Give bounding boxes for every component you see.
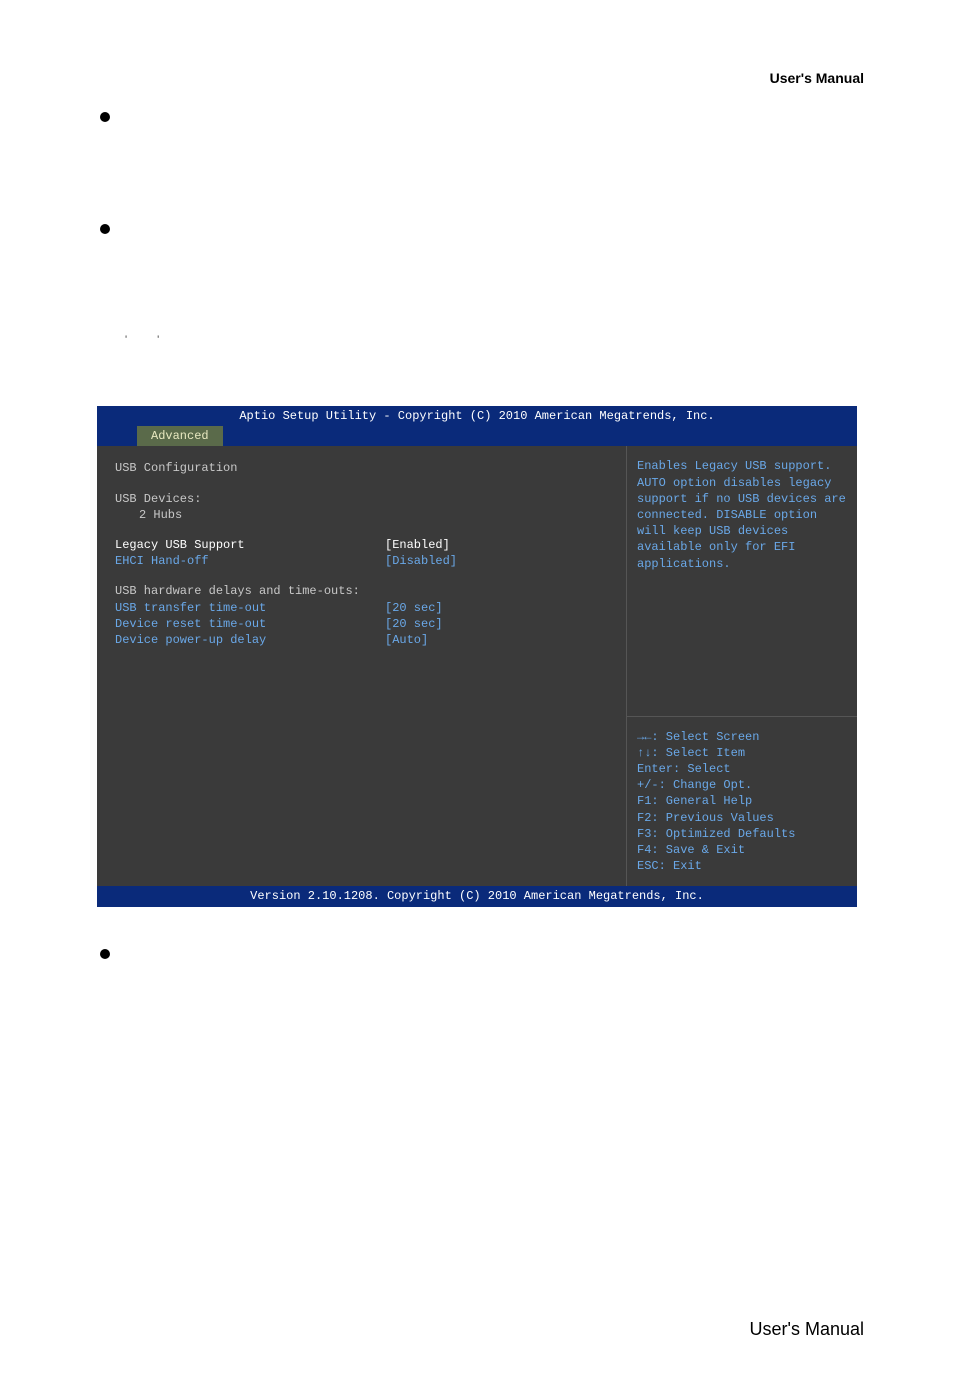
quote-left: ' (125, 334, 157, 346)
bios-setting-value: [Enabled] (385, 537, 450, 553)
bios-help-text: Enables Legacy USB support. AUTO option … (627, 446, 857, 716)
quote-right: ' (157, 334, 189, 346)
bullet-icon (100, 112, 110, 122)
bios-footer: Version 2.10.1208. Copyright (C) 2010 Am… (97, 886, 857, 906)
bios-key-line: F2: Previous Values (637, 810, 847, 826)
bullet-item-3 (100, 947, 874, 959)
bios-section-label: USB hardware delays and time-outs: (115, 583, 608, 599)
bios-key-line: F4: Save & Exit (637, 842, 847, 858)
bullet-icon (100, 949, 110, 959)
bullet-icon (100, 224, 110, 234)
bios-setting-key: Legacy USB Support (115, 537, 385, 553)
bullet-item-2 (100, 222, 874, 234)
quote-marks: '' (125, 334, 874, 346)
bios-devices-value: 2 Hubs (139, 507, 608, 523)
bios-key-line: F1: General Help (637, 793, 847, 809)
bios-setting-row[interactable]: Device reset time-out [20 sec] (115, 616, 608, 632)
page-footer-label: User's Manual (750, 1319, 864, 1340)
bios-key-line: →←: Select Screen (637, 729, 847, 745)
bios-setting-row[interactable]: Device power-up delay [Auto] (115, 632, 608, 648)
bios-key-line: Enter: Select (637, 761, 847, 777)
bios-right-panel: Enables Legacy USB support. AUTO option … (627, 446, 857, 886)
bios-key-line: F3: Optimized Defaults (637, 826, 847, 842)
bios-setting-value: [20 sec] (385, 600, 443, 616)
page: User's Manual '' Aptio Setup Utility - C… (0, 0, 954, 1390)
bios-section-title: USB Configuration (115, 460, 608, 476)
bios-setting-value: [Disabled] (385, 553, 457, 569)
bios-screenshot: Aptio Setup Utility - Copyright (C) 2010… (97, 406, 857, 907)
bios-setting-key: Device reset time-out (115, 616, 385, 632)
bios-body: USB Configuration USB Devices: 2 Hubs Le… (97, 446, 857, 886)
bios-left-panel: USB Configuration USB Devices: 2 Hubs Le… (97, 446, 627, 886)
bios-setting-row[interactable]: EHCI Hand-off [Disabled] (115, 553, 608, 569)
bios-setting-key: USB transfer time-out (115, 600, 385, 616)
bios-setting-row[interactable]: Legacy USB Support [Enabled] (115, 537, 608, 553)
bios-key-line: ESC: Exit (637, 858, 847, 874)
bios-titlebar: Aptio Setup Utility - Copyright (C) 2010… (97, 406, 857, 426)
bullet-item-1 (100, 110, 874, 122)
bios-key-line: ↑↓: Select Item (637, 745, 847, 761)
bios-tabs: Advanced (97, 426, 857, 446)
bios-setting-key: EHCI Hand-off (115, 553, 385, 569)
bios-setting-key: Device power-up delay (115, 632, 385, 648)
bios-tab-advanced[interactable]: Advanced (137, 426, 223, 446)
bios-devices-label: USB Devices: (115, 491, 608, 507)
bios-key-legend: →←: Select Screen ↑↓: Select Item Enter:… (627, 717, 857, 887)
bios-setting-value: [20 sec] (385, 616, 443, 632)
header-manual-label: User's Manual (770, 70, 864, 86)
bios-key-line: +/-: Change Opt. (637, 777, 847, 793)
bios-setting-row[interactable]: USB transfer time-out [20 sec] (115, 600, 608, 616)
bios-setting-value: [Auto] (385, 632, 428, 648)
